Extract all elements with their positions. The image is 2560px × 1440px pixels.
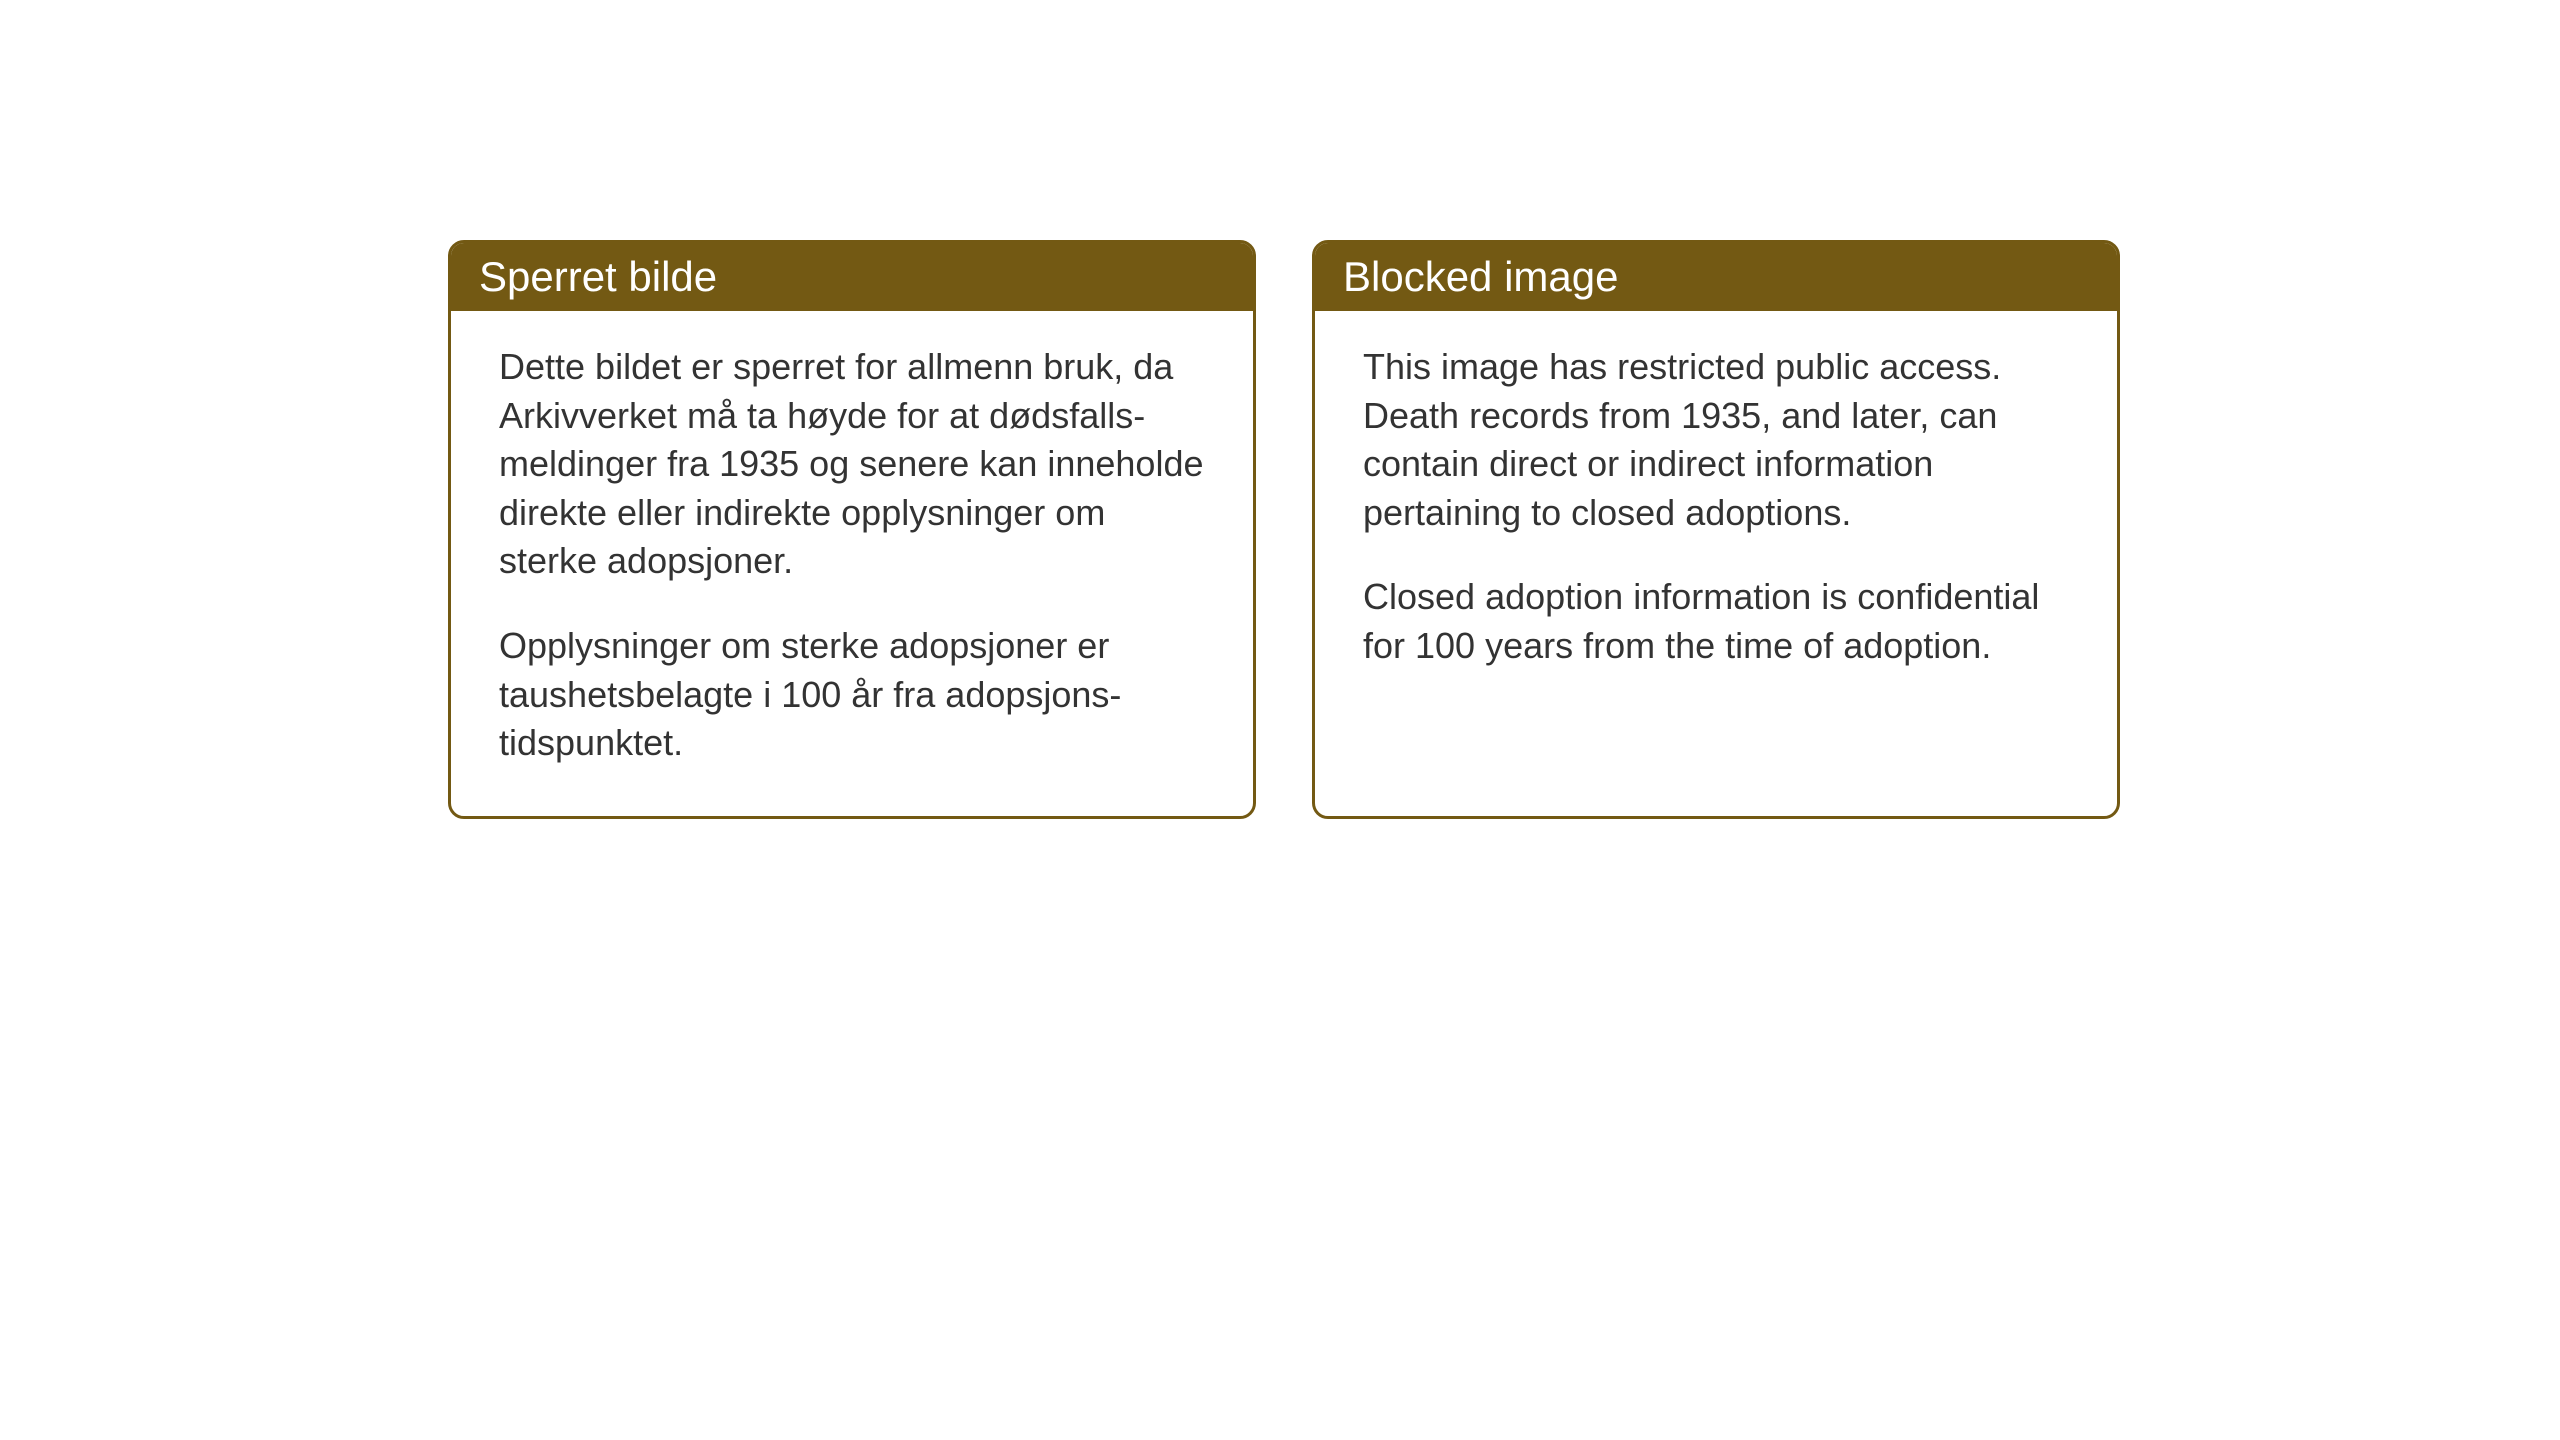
cards-container: Sperret bilde Dette bildet er sperret fo…	[448, 240, 2120, 819]
blocked-image-card-norwegian: Sperret bilde Dette bildet er sperret fo…	[448, 240, 1256, 819]
card-paragraph-1-norwegian: Dette bildet er sperret for allmenn bruk…	[499, 343, 1205, 586]
card-body-english: This image has restricted public access.…	[1315, 311, 2117, 719]
blocked-image-card-english: Blocked image This image has restricted …	[1312, 240, 2120, 819]
card-paragraph-1-english: This image has restricted public access.…	[1363, 343, 2069, 537]
card-body-norwegian: Dette bildet er sperret for allmenn bruk…	[451, 311, 1253, 816]
card-header-norwegian: Sperret bilde	[451, 243, 1253, 311]
card-title-norwegian: Sperret bilde	[479, 253, 717, 300]
card-paragraph-2-english: Closed adoption information is confident…	[1363, 573, 2069, 670]
card-paragraph-2-norwegian: Opplysninger om sterke adopsjoner er tau…	[499, 622, 1205, 768]
card-header-english: Blocked image	[1315, 243, 2117, 311]
card-title-english: Blocked image	[1343, 253, 1618, 300]
